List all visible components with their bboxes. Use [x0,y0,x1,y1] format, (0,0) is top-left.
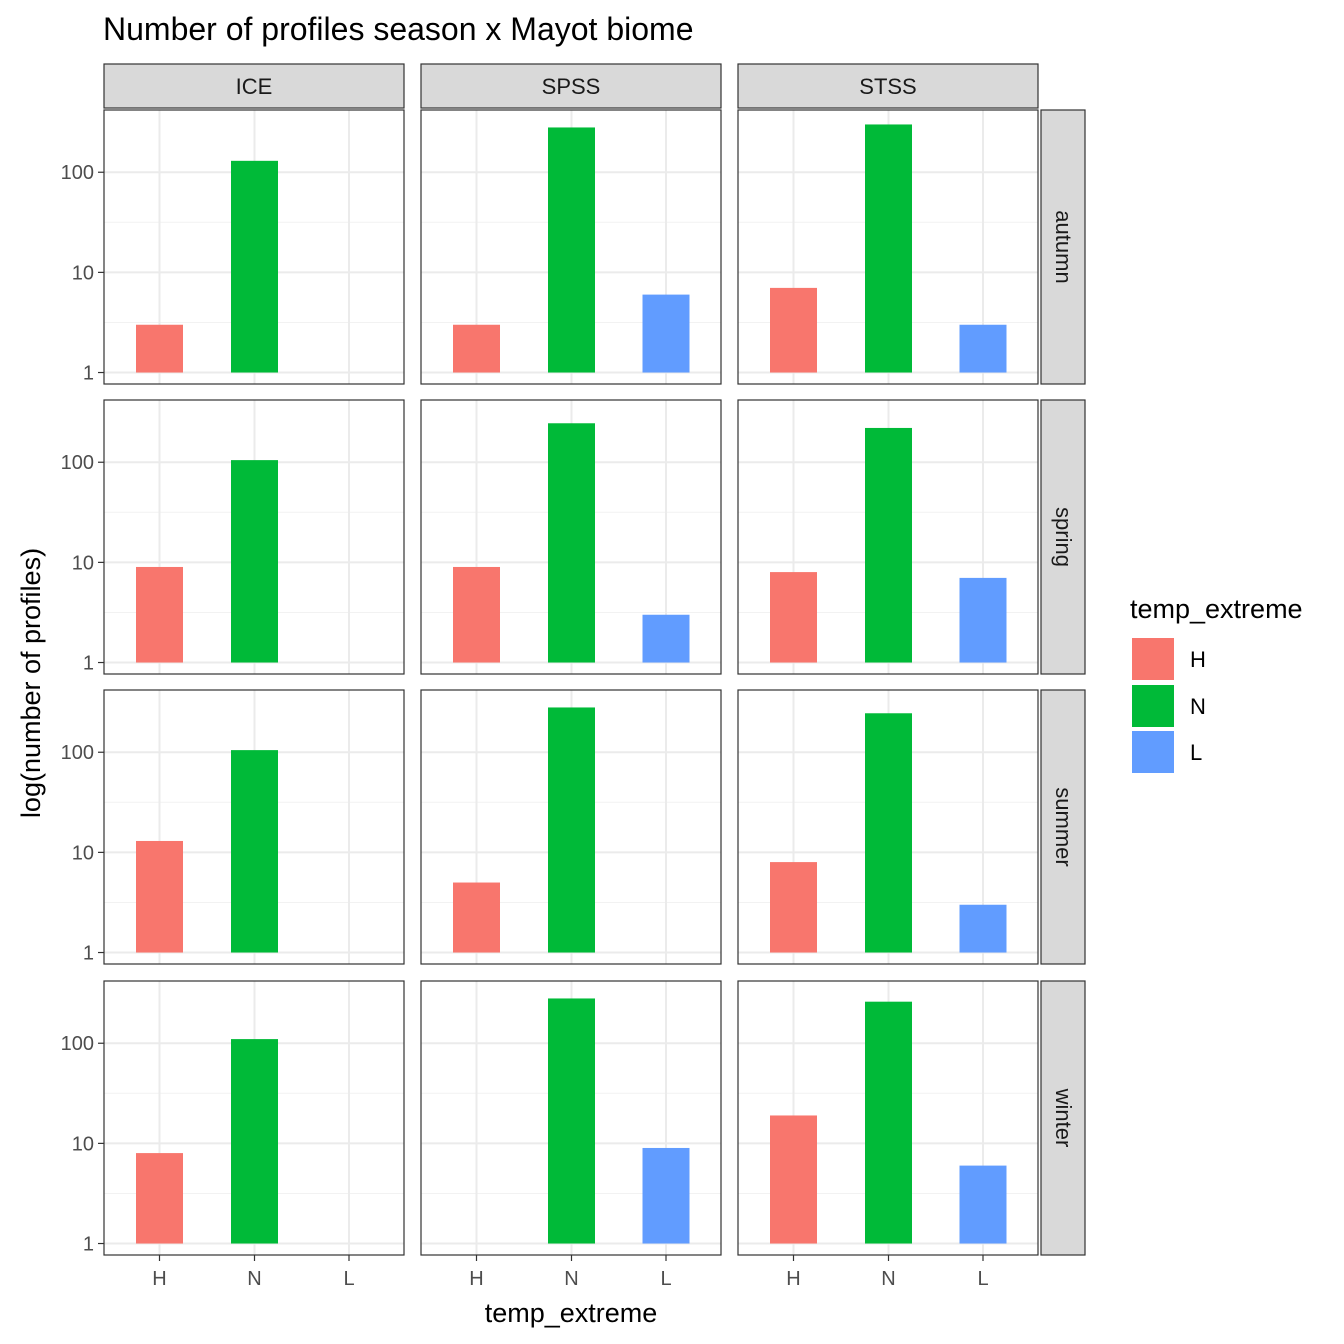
y-tick-label: 1 [83,653,94,675]
y-tick-label: 10 [72,552,94,574]
legend-label-N: N [1190,694,1206,719]
facet-strip-spring [1040,399,1086,675]
legend-key-L [1132,731,1174,773]
panel-stss-summer [737,689,1039,965]
panel-stss-autumn [737,109,1039,385]
bar-N [548,423,595,663]
facet-strip-winter [1040,980,1086,1256]
bar-N [865,124,912,373]
x-tick-label: N [564,1268,578,1290]
legend-key-H [1132,638,1174,680]
x-axis-title: temp_extreme [485,1298,658,1328]
panel-spss-autumn [420,109,722,385]
panel-stss-spring [737,399,1039,675]
bar-H [136,840,183,953]
bar-H [136,1153,183,1244]
bar-H [453,566,500,663]
panel-border [420,689,722,965]
x-tick-label: L [343,1268,354,1290]
facet-label-winter: winter [1051,1088,1076,1148]
x-tick-label: H [152,1268,166,1290]
bar-H [770,1115,817,1244]
panel-spss-spring [420,399,722,675]
bar-L [642,294,690,373]
facet-strip-spss [420,63,722,109]
bar-N [231,1039,278,1244]
bar-N [548,127,595,373]
bar-H [453,324,500,373]
bar-H [770,287,817,373]
bar-N [865,427,912,663]
facet-strip-ice [103,63,405,109]
facet-label-stss: STSS [859,74,916,99]
panel-ice-summer: 1 10 100 [61,689,405,965]
x-tick-label: N [881,1268,895,1290]
y-tick-label: 1 [83,363,94,385]
bar-N [231,160,278,373]
y-tick-label: 10 [72,1133,94,1155]
bar-H [770,572,817,663]
bar-N [548,707,595,953]
y-axis-title: log(number of profiles) [16,548,46,818]
y-tick-label: 10 [72,842,94,864]
y-tick-label: 1 [83,943,94,965]
facet-strip-stss [737,63,1039,109]
panel-border [420,109,722,385]
y-tick-label: 100 [61,452,94,474]
legend-label-L: L [1190,740,1202,765]
legend-title: temp_extreme [1130,594,1303,624]
bar-H [136,324,183,373]
panel-spss-summer [420,689,722,965]
chart-title: Number of profiles season x Mayot biome [103,11,693,47]
bar-H [770,862,817,953]
bar-N [231,460,278,663]
panel-border [103,109,405,385]
bar-L [959,1165,1007,1244]
legend-key-N [1132,685,1174,727]
y-tick-label: 100 [61,1033,94,1055]
bar-N [865,713,912,953]
panel-ice-autumn: 1 10 100 [61,109,405,385]
legend-label-H: H [1190,647,1206,672]
x-tick-label: H [786,1268,800,1290]
facet-label-spring: spring [1051,507,1076,567]
panel-border [103,399,405,675]
bar-N [865,1001,912,1244]
bar-H [453,882,500,953]
x-tick-label: L [977,1268,988,1290]
bar-L [959,324,1007,373]
bar-N [231,750,278,953]
facet-label-ice: ICE [236,74,273,99]
panel-border [103,689,405,965]
panel-ice-winter: 1 10 100 H N L [61,980,405,1290]
bar-H [136,566,183,663]
facet-strip-summer [1040,689,1086,965]
bar-N [548,998,595,1244]
panel-border [420,399,722,675]
y-tick-label: 10 [72,262,94,284]
x-tick-label: N [247,1268,261,1290]
bar-L [642,1147,690,1244]
y-tick-label: 100 [61,162,94,184]
facet-strip-autumn [1040,109,1086,385]
bar-L [642,614,690,663]
panel-border [737,399,1039,675]
facet-label-autumn: autumn [1051,210,1076,283]
y-tick-label: 1 [83,1234,94,1256]
panels-layer: ICE SPSS STSS autumn spring summer winter 1 10 10… [61,63,1086,1290]
x-tick-label: L [660,1268,671,1290]
y-tick-label: 100 [61,742,94,764]
bar-L [959,904,1007,953]
bar-L [959,577,1007,663]
panel-ice-spring: 1 10 100 [61,399,405,675]
legend: temp_extreme HNL [1130,594,1303,773]
facet-label-summer: summer [1051,787,1076,866]
panel-border [737,689,1039,965]
panel-border [737,109,1039,385]
facet-label-spss: SPSS [542,74,601,99]
x-tick-label: H [469,1268,483,1290]
